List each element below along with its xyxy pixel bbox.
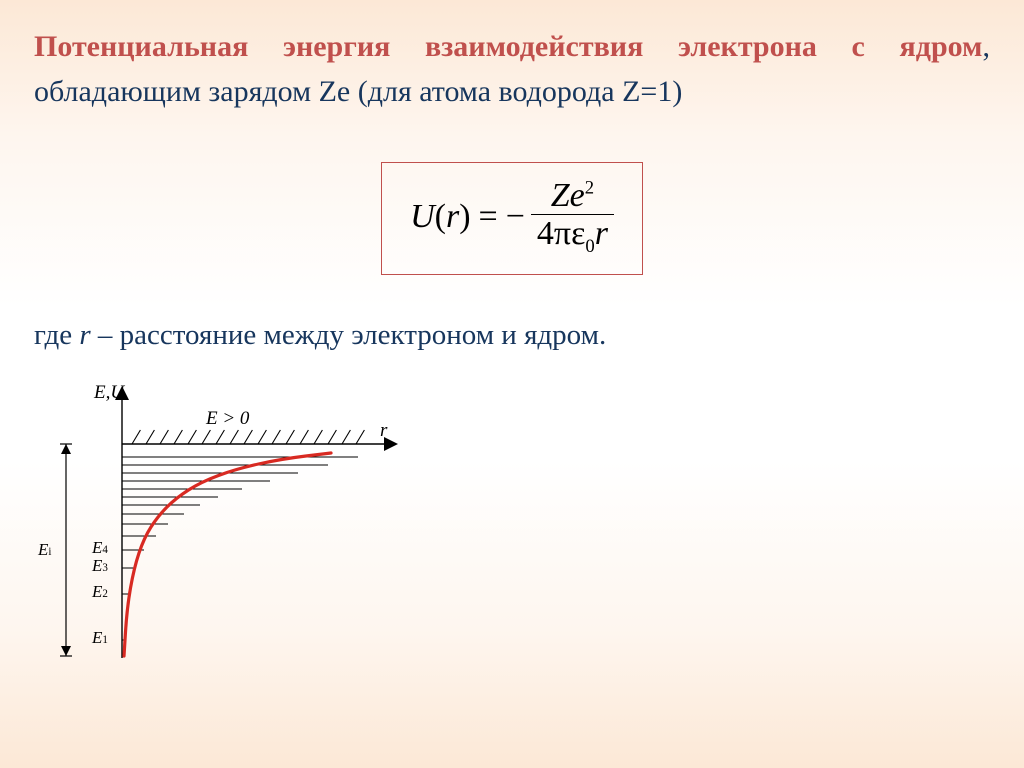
ionization-sub: i — [48, 546, 51, 558]
formula-den-r: r — [595, 215, 608, 252]
formula-lparen: ( — [435, 198, 446, 236]
formula-num-ze: Ze — [551, 177, 585, 214]
heading-accent: Потенциальная энергия взаимодействия эле… — [34, 30, 983, 63]
formula-numerator: Ze2 — [545, 177, 600, 214]
formula-num-sup: 2 — [585, 178, 594, 199]
formula-den-eps-sub: 0 — [585, 236, 594, 257]
formula-equals: = — [479, 198, 498, 236]
body-text: где r – расстояние между электроном и яд… — [34, 319, 990, 352]
formula-lhs-var: U — [410, 198, 435, 236]
body-prefix: где — [34, 319, 79, 351]
y-axis-label: E,U — [94, 382, 124, 404]
energy-level-label: E1 — [92, 628, 108, 648]
ionization-e: E — [38, 540, 48, 559]
energy-chart: E,U r E > 0 Ei E1 E2 E3E4 — [36, 378, 416, 668]
slide-content: Потенциальная энергия взаимодействия эле… — [0, 0, 1024, 692]
formula-rparen: ) — [459, 198, 470, 236]
body-var: r — [79, 319, 90, 351]
region-label: E > 0 — [206, 408, 249, 430]
formula-den-eps: ε — [571, 215, 585, 252]
formula-denominator: 4πε0r — [531, 215, 614, 257]
formula-den-4: 4 — [537, 215, 554, 252]
formula-fraction: Ze2 4πε0r — [531, 177, 614, 258]
x-axis-label: r — [380, 420, 387, 442]
energy-level-label: E2 — [92, 582, 108, 602]
formula-box: U(r) = − Ze2 4πε0r — [381, 162, 643, 275]
formula-lhs-arg: r — [446, 198, 459, 236]
ionization-label: Ei — [38, 540, 51, 560]
heading: Потенциальная энергия взаимодействия эле… — [34, 24, 990, 114]
formula-container: U(r) = − Ze2 4πε0r — [34, 162, 990, 275]
formula-den-pi: π — [554, 215, 571, 252]
energy-level-label: E4 — [92, 538, 108, 558]
energy-level-label: E3 — [92, 556, 108, 576]
formula-minus: − — [506, 198, 525, 236]
body-rest: – расстояние между электроном и ядром. — [91, 319, 607, 351]
